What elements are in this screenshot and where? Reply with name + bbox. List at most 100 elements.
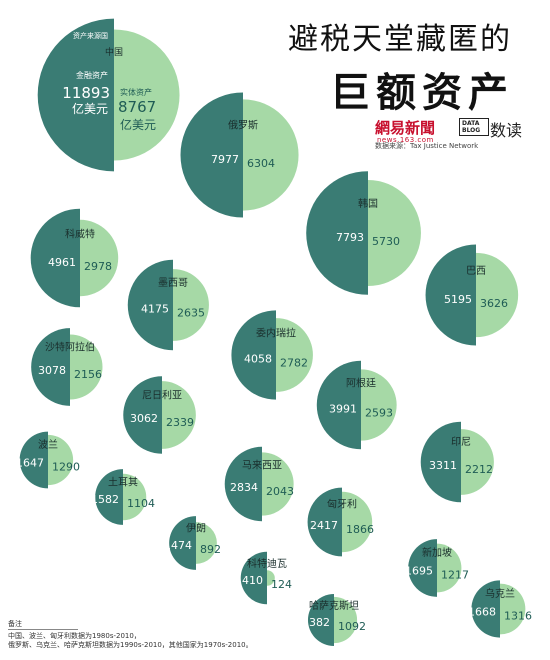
country-label: 乌克兰	[485, 587, 515, 600]
legend-physical-unit: 亿美元	[120, 117, 156, 132]
notes-heading: 备注	[8, 620, 22, 628]
physical-value-label: 8767	[118, 98, 156, 116]
chart-title-line2: 巨额资产	[330, 70, 514, 116]
country-label: 韩国	[358, 197, 378, 210]
country-label: 匈牙利	[327, 498, 357, 511]
bubble-financial-half	[307, 487, 342, 557]
datablog-line1: DATA	[462, 120, 480, 127]
country-label: 尼日利亚	[142, 390, 182, 402]
physical-value-label: 1217	[441, 568, 469, 581]
country-label: 中国	[105, 46, 123, 58]
country-label: 哈萨克斯坦	[309, 599, 359, 612]
financial-value-label: 3311	[429, 459, 457, 472]
country-label: 俄罗斯	[228, 119, 258, 132]
bubble-financial-half	[169, 516, 196, 570]
financial-value-label: 1582	[91, 493, 119, 506]
datablog-line2: BLOG	[462, 127, 481, 134]
legend-source-country-label: 资产来源国	[73, 31, 108, 40]
financial-value-label: 3078	[38, 364, 66, 377]
bubble-financial-half	[307, 593, 334, 647]
bubble-physical-half	[437, 543, 462, 593]
physical-value-label: 2978	[84, 260, 112, 273]
financial-value-label: 4058	[244, 353, 272, 366]
financial-value-label: 1382	[302, 616, 330, 629]
financial-value-label: 2834	[230, 481, 258, 494]
physical-value-label: 5730	[372, 235, 400, 248]
bubble-financial-half	[95, 469, 123, 525]
bubble-financial-half	[19, 431, 48, 489]
bubble-financial-half	[408, 539, 437, 597]
bubble-financial-half	[127, 259, 173, 351]
financial-value-label: 11893	[62, 84, 110, 102]
bubble-physical-half	[276, 318, 313, 392]
country-label: 阿根廷	[346, 376, 376, 389]
financial-value-label: 4175	[141, 303, 169, 316]
physical-value-label: 2635	[177, 307, 205, 320]
bubble-financial-half	[224, 446, 262, 522]
country-label: 印尼	[451, 436, 471, 448]
notes-divider	[8, 629, 78, 630]
source-note: 数据来源：Tax Justice Network	[375, 142, 479, 150]
physical-value-label: 1290	[52, 460, 80, 473]
physical-value-label: 2593	[365, 407, 393, 420]
notes-line1: 中国、波兰、匈牙利数据为1980s-2010，	[8, 632, 141, 640]
bubble-physical-half	[196, 522, 217, 564]
bubble-physical-half	[48, 434, 74, 486]
financial-value-label: 4961	[48, 256, 76, 269]
country-label: 科威特	[65, 227, 95, 240]
financial-value-label: 5195	[444, 293, 472, 306]
bubble-financial-half	[420, 421, 461, 503]
physical-value-label: 1866	[346, 523, 374, 536]
legend-physical-label: 实体资产	[120, 87, 152, 97]
bubble-financial-half	[37, 18, 114, 172]
country-label: 委内瑞拉	[256, 326, 296, 339]
bubble-financial-half	[30, 208, 81, 308]
bubble-physical-half	[114, 29, 180, 161]
bubble-financial-half	[425, 244, 476, 346]
physical-value-label: 1092	[338, 620, 366, 633]
bubble-financial-half	[316, 360, 361, 450]
financial-value-label: 1695	[405, 564, 433, 577]
financial-value-label: 2417	[310, 519, 338, 532]
bubble-physical-half	[243, 99, 299, 211]
physical-value-label: 3626	[480, 297, 508, 310]
country-label: 科特迪瓦	[247, 557, 287, 570]
bubble-physical-half	[80, 219, 119, 297]
financial-value-label: 1668	[468, 605, 496, 618]
country-label: 墨西哥	[158, 277, 188, 289]
notes: 备注 中国、波兰、匈牙利数据为1980s-2010， 俄罗斯、乌克兰、哈萨克斯坦…	[8, 620, 253, 650]
bubble-physical-half	[361, 369, 397, 441]
country-label: 土耳其	[108, 475, 138, 488]
bubble-financial-half	[123, 376, 162, 454]
legend-financial-label: 金融资产	[76, 70, 108, 80]
financial-value-label: 7793	[336, 231, 364, 244]
financial-value-label: 7977	[211, 153, 239, 166]
bubble-physical-half	[334, 596, 358, 644]
brand-logo: 網易新聞 news.163.com DATA BLOG 数读	[375, 117, 545, 157]
physical-value-label: 1316	[504, 609, 532, 622]
legend-financial-unit: 亿美元	[72, 101, 108, 116]
country-label: 伊朗	[186, 523, 206, 535]
bubble-physical-half	[368, 180, 421, 286]
bubble-physical-half	[342, 491, 373, 553]
country-label: 波兰	[38, 438, 58, 451]
bubble-physical-half	[267, 570, 275, 586]
bubble-physical-half	[162, 381, 196, 449]
physical-value-label: 2156	[74, 368, 102, 381]
financial-value-label: 1647	[16, 456, 44, 469]
country-label: 沙特阿拉伯	[45, 341, 95, 354]
notes-line2: 俄罗斯、乌克兰、哈萨克斯坦数据为1990s-2010，其他国家为1970s-20…	[8, 641, 253, 649]
bubble-physical-half	[123, 473, 147, 521]
physical-value-label: 2212	[465, 463, 493, 476]
physical-value-label: 2782	[280, 357, 308, 370]
country-label: 新加坡	[422, 546, 452, 559]
bubble-physical-half	[173, 269, 209, 341]
physical-value-label: 6304	[247, 157, 275, 170]
country-label: 巴西	[466, 265, 486, 277]
bubble-physical-half	[461, 429, 494, 495]
financial-value-label: 1410	[235, 574, 263, 587]
bubble-physical-half	[70, 334, 103, 400]
netease-logo: 網易新聞	[375, 119, 436, 137]
shudu-label: 数读	[490, 121, 523, 140]
